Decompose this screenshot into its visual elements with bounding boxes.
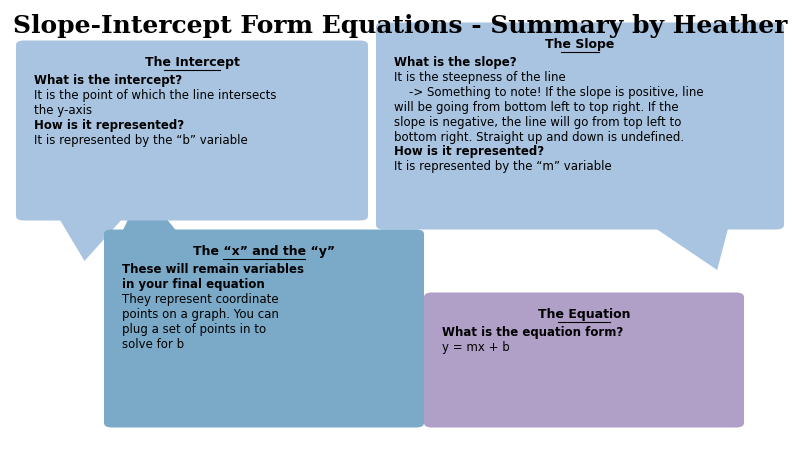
Polygon shape [650, 225, 729, 270]
Text: It is represented by the “m” variable: It is represented by the “m” variable [394, 160, 611, 173]
Text: solve for b: solve for b [122, 338, 184, 351]
Text: y = mx + b: y = mx + b [442, 341, 510, 354]
Polygon shape [58, 216, 125, 261]
Text: points on a graph. You can: points on a graph. You can [122, 308, 278, 321]
FancyBboxPatch shape [104, 230, 424, 428]
Text: What is the equation form?: What is the equation form? [442, 326, 623, 339]
Text: will be going from bottom left to top right. If the: will be going from bottom left to top ri… [394, 101, 678, 114]
Text: They represent coordinate: They represent coordinate [122, 293, 278, 306]
Text: What is the slope?: What is the slope? [394, 56, 516, 69]
Text: The Intercept: The Intercept [145, 56, 239, 69]
Text: -> Something to note! If the slope is positive, line: -> Something to note! If the slope is po… [394, 86, 703, 99]
Text: Slope-Intercept Form Equations - Summary by Heather: Slope-Intercept Form Equations - Summary… [13, 14, 787, 37]
Text: These will remain variables: These will remain variables [122, 263, 304, 276]
Text: slope is negative, the line will go from top left to: slope is negative, the line will go from… [394, 116, 681, 129]
Text: The Slope: The Slope [546, 38, 614, 51]
Text: It is the point of which the line intersects: It is the point of which the line inters… [34, 89, 276, 102]
FancyBboxPatch shape [424, 292, 744, 428]
Text: How is it represented?: How is it represented? [34, 119, 184, 132]
Text: bottom right. Straight up and down is undefined.: bottom right. Straight up and down is un… [394, 130, 684, 144]
Text: What is the intercept?: What is the intercept? [34, 74, 182, 87]
Text: plug a set of points in to: plug a set of points in to [122, 323, 266, 336]
Polygon shape [121, 189, 179, 234]
Text: The Equation: The Equation [538, 308, 630, 321]
Text: It is the steepness of the line: It is the steepness of the line [394, 71, 566, 84]
Text: The “x” and the “y”: The “x” and the “y” [193, 245, 335, 258]
FancyBboxPatch shape [376, 22, 784, 230]
Text: the y-axis: the y-axis [34, 104, 92, 117]
Text: It is represented by the “b” variable: It is represented by the “b” variable [34, 134, 247, 147]
Text: in your final equation: in your final equation [122, 278, 264, 291]
FancyBboxPatch shape [16, 40, 368, 220]
Text: How is it represented?: How is it represented? [394, 145, 544, 158]
